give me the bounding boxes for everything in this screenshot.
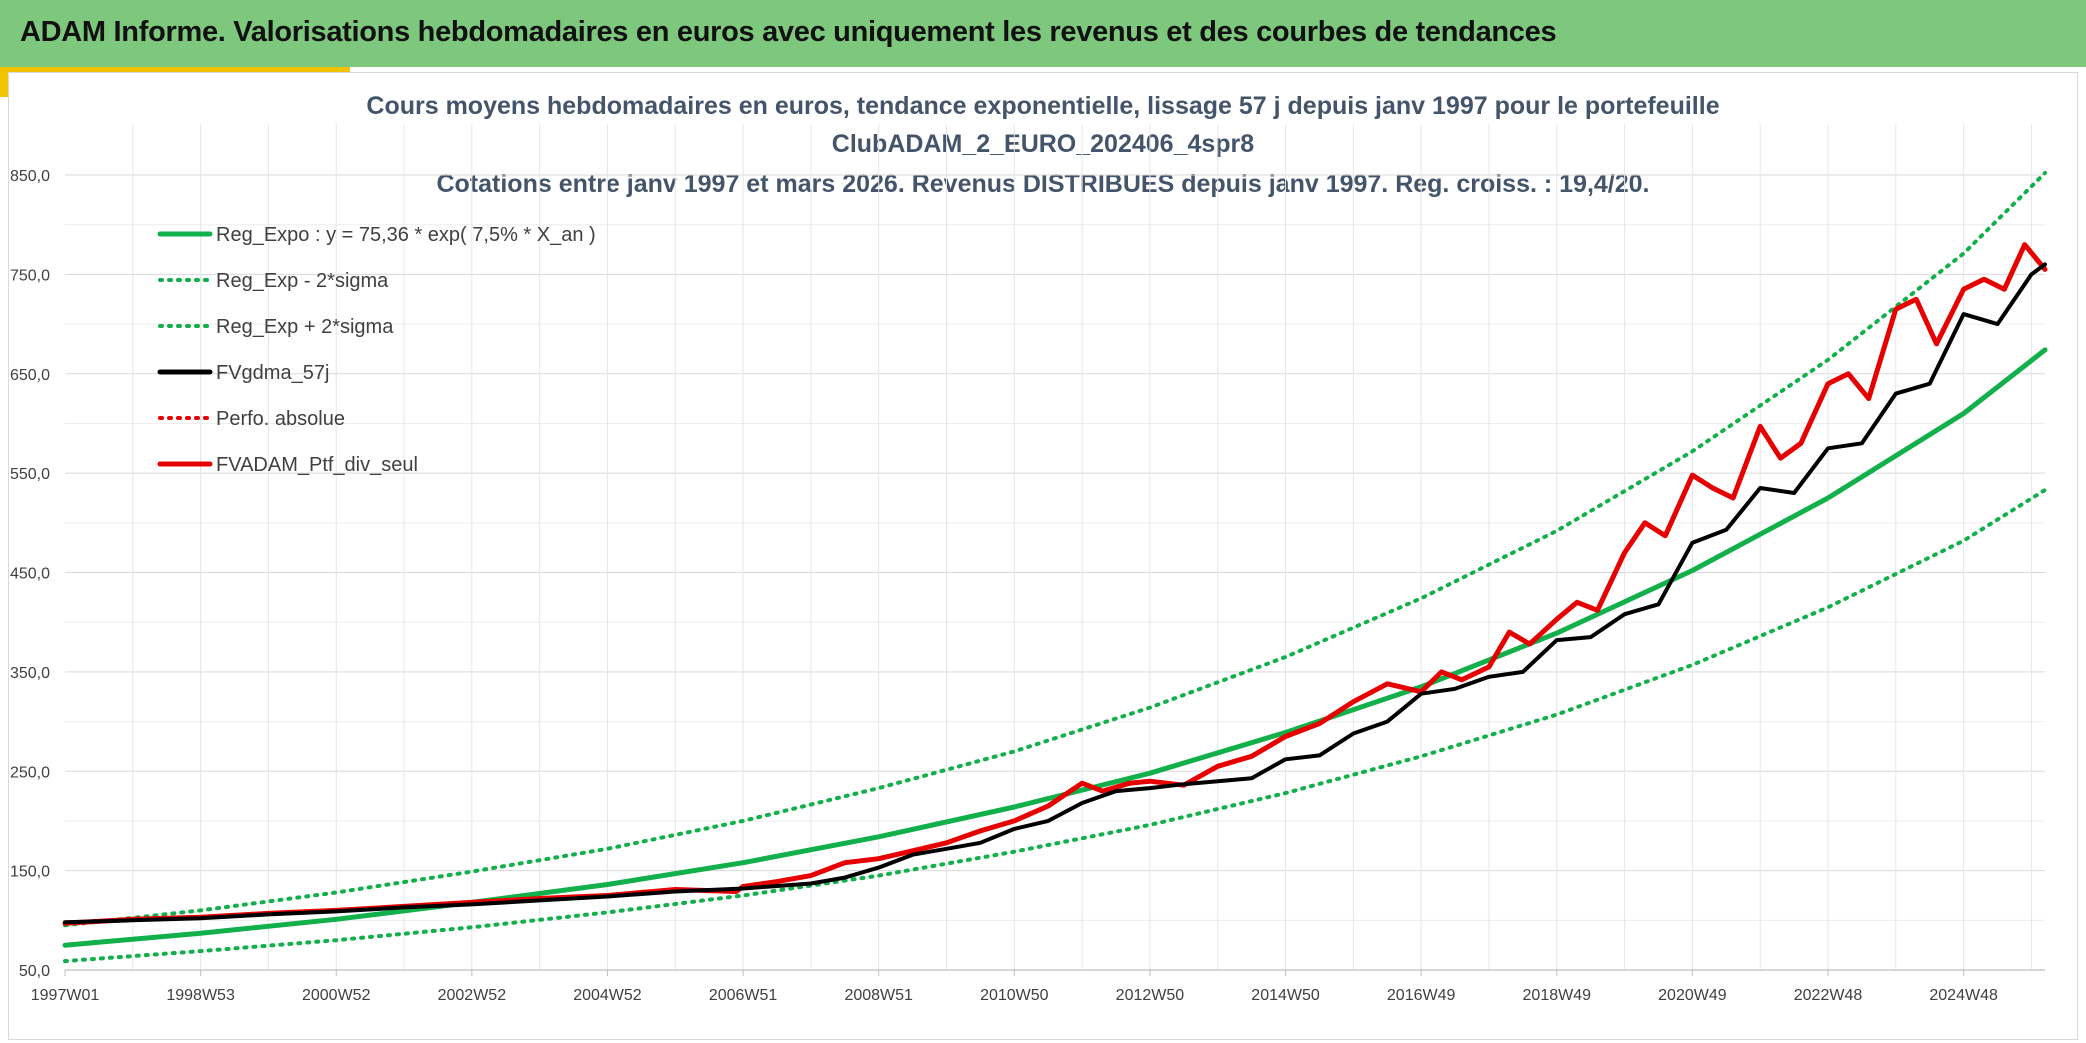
chart-title-line-1: Cours moyens hebdomadaires en euros, ten… — [366, 92, 1720, 120]
y-tick-label: 550,0 — [10, 466, 50, 483]
x-tick-label: 2020W49 — [1658, 987, 1727, 1004]
x-tick-label: 2014W50 — [1251, 987, 1320, 1004]
page-title: ADAM Informe. Valorisations hebdomadaire… — [20, 16, 1557, 48]
reg-expo-line — [62, 347, 2048, 948]
y-tick-label: 150,0 — [10, 864, 50, 881]
legend-label: Reg_Expo : y = 75,36 * exp( 7,5% * X_an … — [216, 224, 596, 246]
legend-label: Reg_Exp - 2*sigma — [216, 270, 389, 292]
y-tick-label: 850,0 — [10, 168, 50, 185]
accent-stripe — [0, 67, 350, 72]
reg-exp-plus-line — [63, 171, 2047, 928]
legend-label: FVADAM_Ptf_div_seul — [216, 454, 418, 476]
x-tick-label: 2012W50 — [1116, 987, 1185, 1004]
x-tick-label: 2002W52 — [438, 987, 507, 1004]
x-tick-label: 2024W48 — [1929, 987, 1998, 1004]
y-tick-label: 250,0 — [10, 764, 50, 781]
y-tick-label: 650,0 — [10, 367, 50, 384]
x-tick-label: 2016W49 — [1387, 987, 1456, 1004]
y-tick-label: 350,0 — [10, 665, 50, 682]
x-tick-label: 2010W50 — [980, 987, 1049, 1004]
legend-label: Perfo. absolue — [216, 408, 345, 430]
x-tick-label: 2006W51 — [709, 987, 778, 1004]
x-tick-label: 2022W48 — [1794, 987, 1863, 1004]
reg-exp-minus-line — [63, 488, 2047, 964]
header-bar — [0, 0, 2086, 67]
accent-corner — [0, 67, 8, 97]
chart-title-line-2: ClubADAM_2_EURO_202406_4spr8 — [831, 130, 1255, 158]
fvadam-line — [62, 242, 2048, 926]
x-tick-label: 2008W51 — [844, 987, 913, 1004]
x-tick-label: 2018W49 — [1523, 987, 1592, 1004]
y-tick-label: 750,0 — [10, 267, 50, 284]
x-tick-label: 1998W53 — [166, 987, 235, 1004]
y-tick-label: 450,0 — [10, 566, 50, 583]
x-tick-label: 2000W52 — [302, 987, 371, 1004]
legend-label: Reg_Exp + 2*sigma — [216, 316, 394, 338]
chart-area — [8, 72, 2078, 1040]
legend-label: FVgdma_57j — [216, 362, 329, 384]
x-tick-label: 1997W01 — [31, 987, 100, 1004]
y-tick-label: 50,0 — [19, 963, 50, 980]
fvgdma-line — [63, 262, 2047, 925]
x-tick-label: 2004W52 — [573, 987, 642, 1004]
